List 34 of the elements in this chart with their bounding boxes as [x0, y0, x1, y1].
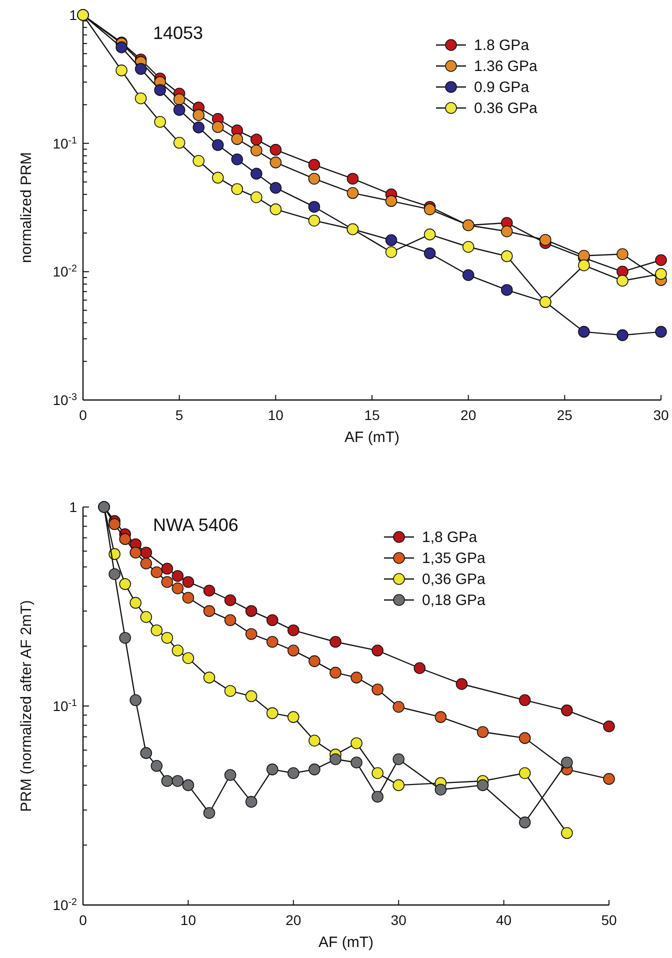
chart-title: 14053 [153, 23, 204, 43]
y-tick-label: 10$^{-1}$ [52, 134, 77, 152]
legend-label: 1,35 GPa [422, 550, 486, 567]
y-axis-title: normalized PRM [18, 152, 35, 263]
y-tick-label: 10$^{-1}$ [52, 698, 77, 714]
y-tick-label: 1 [69, 499, 78, 515]
x-tick-label: 20 [460, 407, 476, 423]
y-tick-label: 10$^{-2}$ [52, 263, 77, 280]
x-axis-title: AF (mT) [318, 934, 374, 951]
y-axis-title: PRM (normalized after AF 2mT) [18, 600, 35, 812]
x-tick-label: 30 [653, 407, 669, 423]
legend-label: 0.9 GPa [474, 79, 530, 96]
x-tick-label: 10 [180, 912, 196, 928]
x-tick-label: 20 [286, 912, 302, 928]
x-tick-label: 0 [79, 912, 88, 928]
x-tick-label: 10 [268, 407, 284, 423]
y-tick-label: 10$^{-3}$ [52, 392, 78, 408]
x-tick-label: 15 [364, 407, 380, 423]
x-tick-label: 5 [175, 407, 184, 423]
legend-label: 1.36 GPa [474, 58, 538, 75]
legend-label: 0,18 GPa [422, 592, 486, 609]
legend-label: 0,36 GPa [422, 571, 486, 588]
legend-label: 1,8 GPa [422, 529, 478, 546]
x-tick-label: 30 [390, 912, 407, 928]
x-tick-label: 0 [79, 407, 88, 423]
x-axis-title: AF (mT) [344, 429, 400, 446]
x-tick-label: 50 [601, 912, 617, 928]
x-tick-label: 25 [556, 407, 573, 423]
legend-label: 1.8 GPa [474, 37, 530, 54]
legend-label: 0.36 GPa [474, 100, 538, 117]
y-tick-label: 10$^{-2}$ [52, 896, 77, 913]
y-tick-label: 1 [69, 7, 78, 23]
x-tick-label: 40 [496, 912, 512, 928]
chart-title: NWA 5406 [153, 515, 238, 535]
